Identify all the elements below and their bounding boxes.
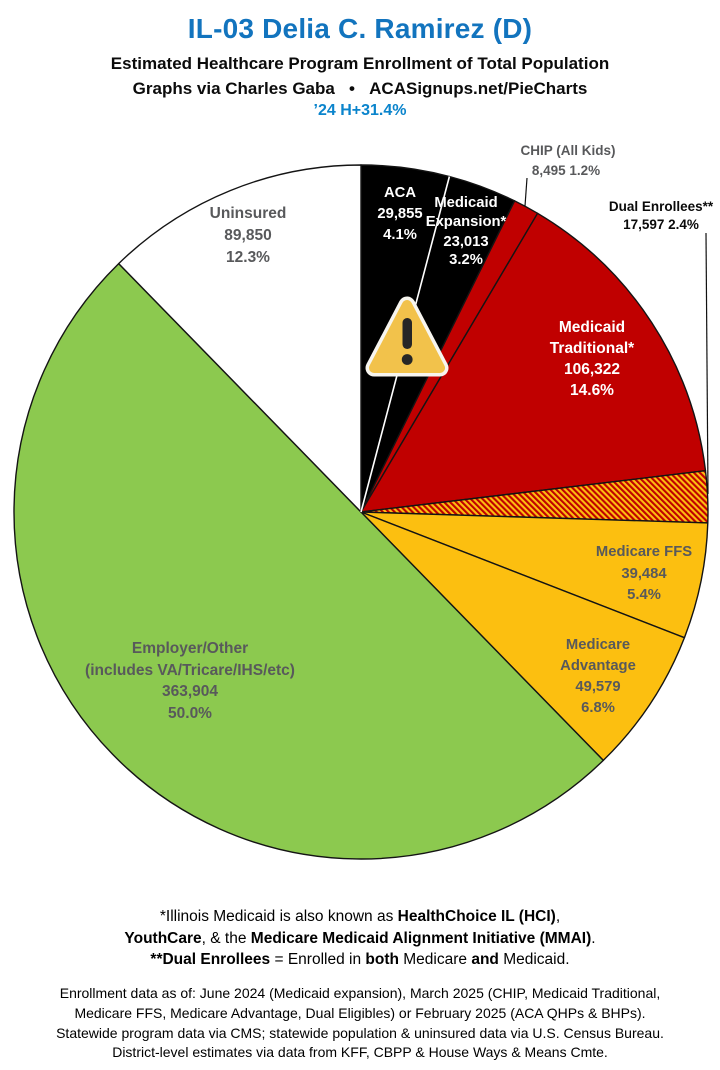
label-medicare-ffs-value: 39,484 (621, 566, 667, 582)
credit-line: Graphs via Charles Gaba • ACASignups.net… (132, 79, 588, 98)
label-chip: CHIP (All Kids) (520, 143, 615, 158)
label-medicaid-traditional-1: Medicaid (559, 319, 625, 336)
label-employer-other-1: Employer/Other (132, 640, 248, 657)
page-title: IL-03 Delia C. Ramirez (D) (187, 13, 533, 44)
label-aca-pct: 4.1% (383, 227, 417, 243)
label-aca-value: 29,855 (377, 206, 422, 222)
label-medicaid-expansion-value: 23,013 (443, 234, 488, 250)
label-medicare-ffs: Medicare FFS (596, 544, 692, 560)
label-uninsured: Uninsured (210, 205, 287, 222)
chip-leader-line (524, 177, 528, 207)
pie-slice-medicaid-traditional (360, 212, 707, 513)
footnote-sources: Enrollment data as of: June 2024 (Medica… (0, 984, 720, 1063)
label-medicare-advantage-pct: 6.8% (581, 700, 615, 716)
pie-slice-employer-other (13, 262, 604, 860)
dual-enrollees-leader-line (705, 232, 709, 495)
label-dual-enrollees-value: 17,597 2.4% (623, 217, 699, 232)
footnote-line-3: **Dual Enrollees = Enrolled in both Medi… (150, 951, 570, 968)
source-line-2: Medicare FFS, Medicare Advantage, Dual E… (74, 1004, 646, 1021)
label-medicare-advantage-value: 49,579 (575, 679, 620, 695)
label-medicare-advantage-2: Advantage (560, 658, 636, 674)
pie-slices (13, 164, 709, 860)
label-medicare-ffs-pct: 5.4% (627, 587, 661, 603)
chart-subtitle: Estimated Healthcare Program Enrollment … (110, 54, 610, 73)
label-medicaid-expansion-pct: 3.2% (449, 252, 483, 268)
source-line-4: District-level estimates via data from K… (112, 1044, 608, 1061)
label-medicaid-traditional-2: Traditional* (550, 340, 635, 357)
label-dual-enrollees: Dual Enrollees** (609, 199, 714, 214)
partisan-lean-tag: ’24 H+31.4% (313, 102, 407, 119)
label-uninsured-pct: 12.3% (226, 249, 270, 266)
pie-slice-uninsured (118, 164, 362, 513)
pie-slice-medicare-advantage (360, 511, 686, 762)
footnote-line-1: *Illinois Medicaid is also known as Heal… (159, 908, 561, 925)
label-employer-other-pct: 50.0% (168, 705, 212, 722)
source-line-3: Statewide program data via CMS; statewid… (56, 1024, 664, 1041)
label-employer-other-value: 363,904 (162, 683, 218, 700)
label-medicaid-traditional-value: 106,322 (564, 361, 620, 378)
footnote-line-2: YouthCare, & the Medicare Medicaid Align… (124, 929, 596, 947)
warning-triangle-icon (365, 296, 449, 377)
source-line-1: Enrollment data as of: June 2024 (Medica… (59, 985, 661, 1001)
label-medicare-advantage-1: Medicare (566, 637, 630, 653)
label-aca: ACA (384, 185, 416, 201)
label-employer-other-2: (includes VA/Tricare/IHS/etc) (85, 662, 295, 679)
label-medicaid-traditional-pct: 14.6% (570, 382, 614, 399)
label-medicaid-expansion-2: Expansion* (426, 214, 507, 230)
label-medicaid-expansion-1: Medicaid (434, 195, 497, 211)
label-chip-value: 8,495 1.2% (532, 163, 600, 178)
label-uninsured-value: 89,850 (224, 227, 271, 244)
footnote-definitions: *Illinois Medicaid is also known as Heal… (0, 906, 720, 971)
